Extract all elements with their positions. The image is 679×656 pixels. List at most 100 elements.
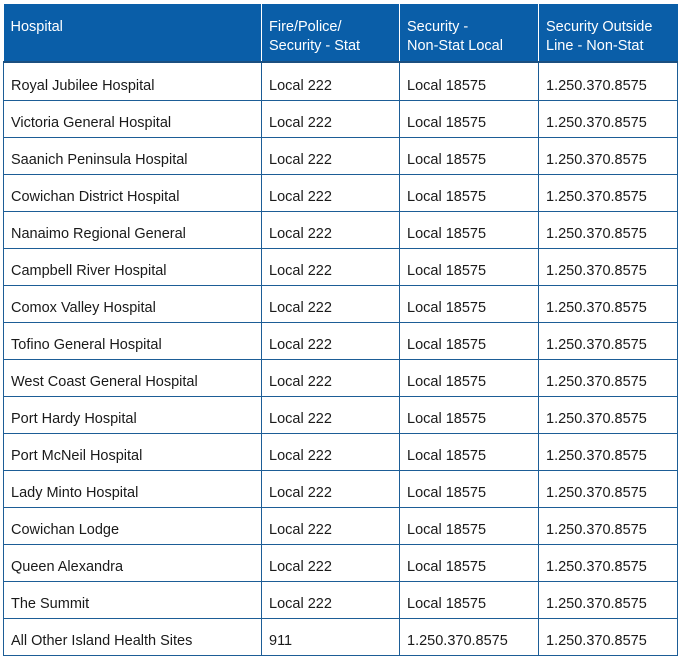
outside-line-text: 1.250.370.8575 — [546, 411, 647, 427]
table-header: Hospital Fire/Police/ Security - Stat Se… — [3, 4, 678, 63]
table-body: Royal Jubilee Hospital Local 222 Local 185… — [3, 62, 678, 656]
local-number-text: Local 18575 — [407, 78, 487, 94]
local-number-cell: Local 18575 — [399, 285, 539, 323]
stat-number-cell: Local 222 — [261, 248, 400, 286]
header-security-non-stat-local: Security - Non-Stat Local — [399, 4, 539, 63]
outside-line-cell: 1.250.370.8575 — [538, 174, 678, 212]
hospital-name-text: West Coast General Hospital — [11, 374, 198, 390]
local-number-cell: Local 18575 — [399, 433, 539, 471]
table-row: Saanich Peninsula Hospital Local 222 Local… — [3, 137, 678, 175]
outside-line-cell: 1.250.370.8575 — [538, 544, 678, 582]
outside-line-cell: 1.250.370.8575 — [538, 285, 678, 323]
outside-line-text: 1.250.370.8575 — [546, 189, 647, 205]
stat-number-text: Local 222 — [269, 226, 332, 242]
local-number-cell: 1.250.370.8575 — [399, 618, 539, 656]
stat-number-cell: Local 222 — [261, 470, 400, 508]
hospital-name-cell: The Summit — [3, 581, 262, 619]
outside-line-text: 1.250.370.8575 — [546, 226, 647, 242]
stat-number-cell: Local 222 — [261, 507, 400, 545]
table-row: Campbell River Hospital Local 222 Local 18… — [3, 248, 678, 286]
outside-line-cell: 1.250.370.8575 — [538, 396, 678, 434]
local-number-text: Local 18575 — [407, 337, 487, 353]
table-row: Port McNeil Hospital Local 222 Local 18575… — [3, 433, 678, 471]
stat-number-cell: Local 222 — [261, 433, 400, 471]
stat-number-cell: Local 222 — [261, 359, 400, 397]
outside-line-cell: 1.250.370.8575 — [538, 618, 678, 656]
outside-line-text: 1.250.370.8575 — [546, 78, 647, 94]
local-number-cell: Local 18575 — [399, 507, 539, 545]
hospital-name-cell: All Other Island Health Sites — [3, 618, 262, 656]
hospital-name-cell: Campbell River Hospital — [3, 248, 262, 286]
outside-line-cell: 1.250.370.8575 — [538, 322, 678, 360]
hospital-name-cell: Port Hardy Hospital — [3, 396, 262, 434]
hospital-name-text: The Summit — [11, 596, 90, 612]
stat-number-cell: Local 222 — [261, 211, 400, 249]
outside-line-text: 1.250.370.8575 — [546, 374, 647, 390]
local-number-cell: Local 18575 — [399, 248, 539, 286]
hospital-name-cell: Cowichan District Hospital — [3, 174, 262, 212]
header-local-line2: Non-Stat Local — [407, 38, 503, 54]
header-fire-police-security-stat: Fire/Police/ Security - Stat — [261, 4, 400, 63]
stat-number-text: Local 222 — [269, 522, 332, 538]
table-row: Tofino General Hospital Local 222 Local 18… — [3, 322, 678, 360]
outside-line-cell: 1.250.370.8575 — [538, 137, 678, 175]
stat-number-cell: Local 222 — [261, 396, 400, 434]
hospital-name-text: Cowichan Lodge — [11, 522, 120, 538]
stat-number-text: Local 222 — [269, 300, 332, 316]
header-local-line1: Security - — [407, 19, 469, 35]
stat-number-cell: Local 222 — [261, 174, 400, 212]
local-number-cell: Local 18575 — [399, 470, 539, 508]
table-row: Comox Valley Hospital Local 222 Local 1857… — [3, 285, 678, 323]
table-row: Cowichan District Hospital Local 222 Local… — [3, 174, 678, 212]
hospital-name-cell: Lady Minto Hospital — [3, 470, 262, 508]
outside-line-cell: 1.250.370.8575 — [538, 433, 678, 471]
security-contacts-table: Hospital Fire/Police/ Security - Stat Se… — [3, 4, 678, 656]
hospital-name-cell: Victoria General Hospital — [3, 100, 262, 138]
hospital-name-cell: West Coast General Hospital — [3, 359, 262, 397]
header-stat-line1: Fire/Police/ — [269, 19, 342, 35]
local-number-text: Local 18575 — [407, 115, 487, 131]
table-row: West Coast General Hospital Local 222 Loca… — [3, 359, 678, 397]
header-outside-line1: Security Outside — [546, 19, 653, 35]
stat-number-text: Local 222 — [269, 152, 332, 168]
hospital-name-text: All Other Island Health Sites — [11, 633, 193, 649]
local-number-cell: Local 18575 — [399, 581, 539, 619]
stat-number-text: Local 222 — [269, 596, 332, 612]
stat-number-text: Local 222 — [269, 263, 332, 279]
stat-number-cell: Local 222 — [261, 285, 400, 323]
local-number-text: Local 18575 — [407, 263, 487, 279]
hospital-name-cell: Nanaimo Regional General — [3, 211, 262, 249]
hospital-name-text: Royal Jubilee Hospital — [11, 78, 155, 94]
local-number-cell: Local 18575 — [399, 396, 539, 434]
table-row: Queen Alexandra Local 222 Local 18575 1.250… — [3, 544, 678, 582]
table-row: Nanaimo Regional General Local 222 Local 1… — [3, 211, 678, 249]
local-number-cell: Local 18575 — [399, 137, 539, 175]
local-number-text: Local 18575 — [407, 559, 487, 575]
outside-line-text: 1.250.370.8575 — [546, 485, 647, 501]
local-number-cell: Local 18575 — [399, 359, 539, 397]
table-row: Lady Minto Hospital Local 222 Local 18575 1… — [3, 470, 678, 508]
outside-line-cell: 1.250.370.8575 — [538, 470, 678, 508]
stat-number-cell: Local 222 — [261, 322, 400, 360]
local-number-text: Local 18575 — [407, 596, 487, 612]
outside-line-text: 1.250.370.8575 — [546, 337, 647, 353]
hospital-name-text: Nanaimo Regional General — [11, 226, 186, 242]
stat-number-text: Local 222 — [269, 411, 332, 427]
local-number-text: Local 18575 — [407, 189, 487, 205]
hospital-name-text: Lady Minto Hospital — [11, 485, 139, 501]
outside-line-text: 1.250.370.8575 — [546, 448, 647, 464]
hospital-name-text: Port Hardy Hospital — [11, 411, 137, 427]
local-number-text: Local 18575 — [407, 448, 487, 464]
hospital-name-text: Comox Valley Hospital — [11, 300, 156, 316]
table-row: Port Hardy Hospital Local 222 Local 18575 1… — [3, 396, 678, 434]
hospital-name-cell: Royal Jubilee Hospital — [3, 62, 262, 101]
stat-number-text: Local 222 — [269, 485, 332, 501]
hospital-name-cell: Comox Valley Hospital — [3, 285, 262, 323]
outside-line-cell: 1.250.370.8575 — [538, 359, 678, 397]
outside-line-cell: 1.250.370.8575 — [538, 211, 678, 249]
outside-line-text: 1.250.370.8575 — [546, 596, 647, 612]
local-number-text: Local 18575 — [407, 522, 487, 538]
local-number-text: Local 18575 — [407, 411, 487, 427]
table-row: All Other Island Health Sites 911 1.250.37… — [3, 618, 678, 656]
local-number-text: Local 18575 — [407, 226, 487, 242]
